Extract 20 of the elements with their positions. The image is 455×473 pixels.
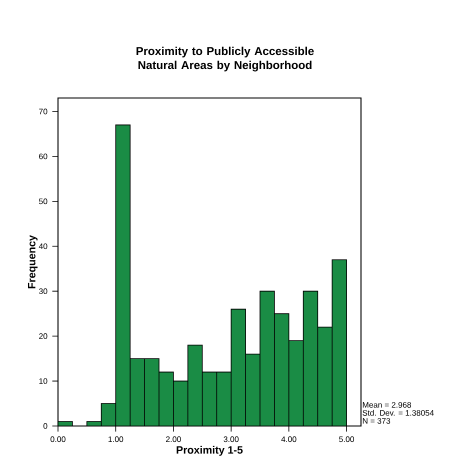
y-tick-label: 20 [39, 333, 48, 339]
x-tick-label: 3.00 [224, 436, 239, 442]
x-tick-label: 5.00 [339, 436, 354, 442]
text: N = 373 [362, 418, 390, 424]
y-tick-label: 40 [38, 243, 48, 250]
y-tick-label: 10 [39, 378, 48, 384]
x-tick-label: 2.00 [166, 436, 181, 442]
x-tick-label: 0.00 [50, 436, 66, 442]
y-tick-label: 0 [43, 423, 48, 429]
y-tick-label: 60 [39, 154, 48, 160]
y-axis-title: Frequency [28, 235, 38, 288]
text: Std. Dev. = 1.38054 [362, 410, 434, 416]
text: Mean = 2.968 [362, 402, 412, 408]
x-tick-label: 1.00 [108, 436, 124, 442]
x-axis-title: Proximity 1-5 [176, 446, 243, 456]
y-tick-label: 70 [39, 108, 48, 114]
y-tick-label: 30 [39, 288, 48, 294]
chart-title: Proximity to Publicly Accessible Natural Areas by Neighborhood [136, 46, 314, 72]
x-tick-label: 4.00 [281, 436, 296, 442]
y-tick-label: 50 [39, 198, 48, 204]
